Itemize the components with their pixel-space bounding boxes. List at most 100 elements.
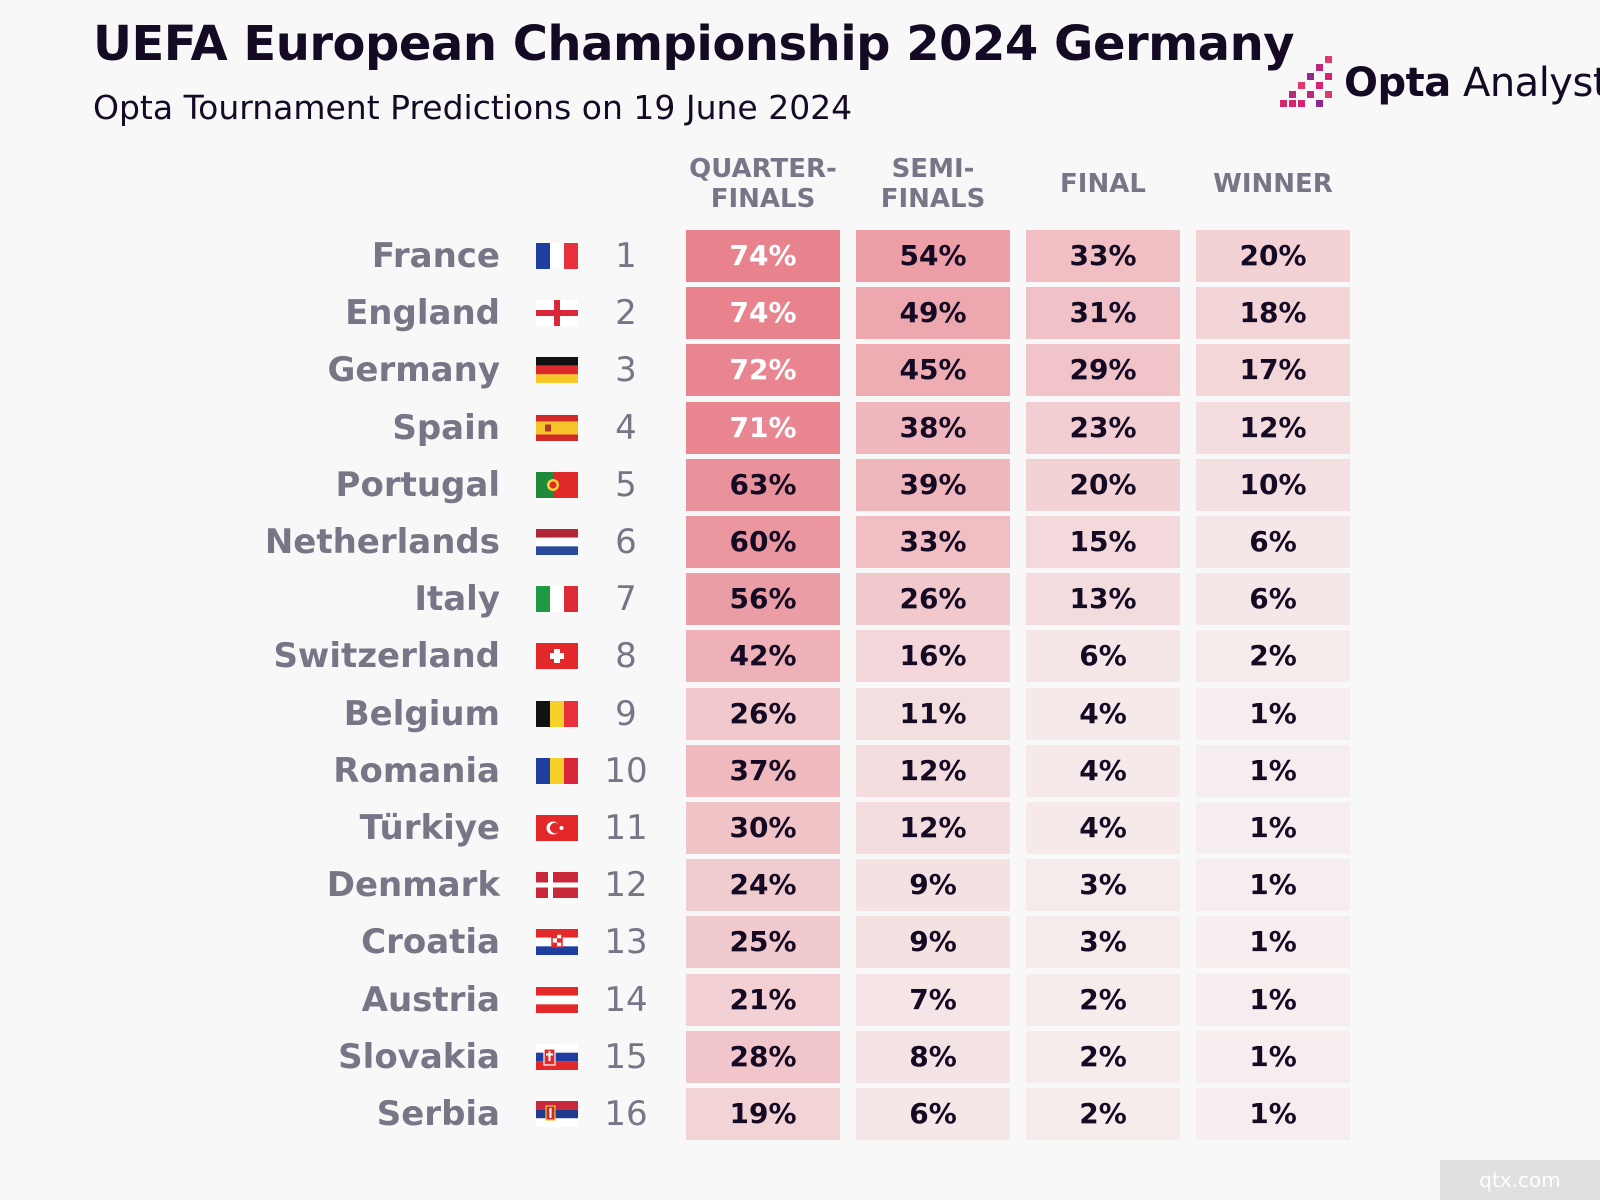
cell-final: 23% bbox=[1026, 401, 1180, 454]
flag-spain-icon bbox=[536, 414, 578, 441]
brand-name-light: Analyst bbox=[1450, 60, 1600, 106]
cell-winner: 12% bbox=[1196, 401, 1350, 454]
table-row: Slovakia 15 28% 8% 2% 1% bbox=[0, 1030, 1600, 1083]
team-rank: 4 bbox=[615, 407, 637, 448]
team-rank: 16 bbox=[604, 1094, 648, 1134]
cell-sf: 38% bbox=[856, 401, 1010, 454]
cell-winner: 17% bbox=[1196, 344, 1350, 397]
opta-analyst-logo-icon bbox=[1280, 56, 1332, 107]
cell-winner: 20% bbox=[1196, 230, 1350, 282]
cell-final: 2% bbox=[1026, 1088, 1180, 1140]
table-row: Denmark 12 24% 9% 3% 1% bbox=[0, 859, 1600, 912]
team-name: Serbia bbox=[376, 1094, 500, 1134]
team-name: France bbox=[371, 236, 500, 276]
cell-sf: 9% bbox=[856, 916, 1010, 969]
team-rank: 12 bbox=[604, 865, 648, 906]
flag-belgium-icon bbox=[536, 700, 578, 727]
cell-winner: 1% bbox=[1196, 1088, 1350, 1140]
cell-winner: 6% bbox=[1196, 516, 1350, 568]
team-rank: 15 bbox=[604, 1036, 648, 1077]
flag-portugal-icon bbox=[536, 471, 578, 498]
flag-austria-icon bbox=[536, 986, 578, 1013]
table-row: Belgium 9 26% 11% 4% 1% bbox=[0, 687, 1600, 740]
cell-qf: 42% bbox=[686, 630, 840, 683]
cell-qf: 19% bbox=[686, 1088, 840, 1140]
cell-final: 6% bbox=[1026, 630, 1180, 683]
team-rank: 9 bbox=[615, 693, 637, 734]
cell-qf: 26% bbox=[686, 687, 840, 740]
table-row: Romania 10 37% 12% 4% 1% bbox=[0, 744, 1600, 797]
opta-analyst-logo: Opta Analyst bbox=[1280, 56, 1600, 110]
cell-winner: 1% bbox=[1196, 744, 1350, 797]
table-row: Croatia 13 25% 9% 3% 1% bbox=[0, 916, 1600, 969]
cell-final: 3% bbox=[1026, 859, 1180, 912]
flag-slovakia-icon bbox=[536, 1043, 578, 1070]
table-row: Serbia 16 19% 6% 2% 1% bbox=[0, 1088, 1600, 1140]
cell-sf: 49% bbox=[856, 287, 1010, 340]
cell-winner: 1% bbox=[1196, 687, 1350, 740]
table-row: Netherlands 6 60% 33% 15% 6% bbox=[0, 516, 1600, 568]
cell-sf: 12% bbox=[856, 802, 1010, 854]
flag-serbia-icon bbox=[536, 1101, 578, 1127]
table-row: Spain 4 71% 38% 23% 12% bbox=[0, 401, 1600, 454]
team-rank: 3 bbox=[615, 350, 637, 391]
cell-final: 33% bbox=[1026, 230, 1180, 282]
team-rank: 1 bbox=[615, 236, 637, 276]
flag-netherlands-icon bbox=[536, 529, 578, 555]
cell-final: 13% bbox=[1026, 573, 1180, 626]
watermark: qtx.com bbox=[1440, 1160, 1600, 1200]
team-rank: 5 bbox=[615, 464, 637, 505]
team-rank: 14 bbox=[604, 979, 648, 1020]
team-rank: 8 bbox=[615, 636, 637, 677]
cell-qf: 28% bbox=[686, 1030, 840, 1083]
cell-qf: 74% bbox=[686, 287, 840, 340]
team-name: Italy bbox=[414, 579, 500, 620]
cell-final: 3% bbox=[1026, 916, 1180, 969]
cell-qf: 30% bbox=[686, 802, 840, 854]
cell-winner: 1% bbox=[1196, 973, 1350, 1026]
cell-final: 4% bbox=[1026, 687, 1180, 740]
team-name: Croatia bbox=[361, 922, 500, 963]
team-name: Romania bbox=[333, 750, 500, 791]
column-header-qf: QUARTER- FINALS bbox=[689, 154, 837, 214]
cell-qf: 56% bbox=[686, 573, 840, 626]
cell-final: 4% bbox=[1026, 744, 1180, 797]
table-row: Türkiye 11 30% 12% 4% 1% bbox=[0, 802, 1600, 854]
chart-title: UEFA European Championship 2024 Germany bbox=[93, 16, 1295, 72]
cell-qf: 25% bbox=[686, 916, 840, 969]
cell-winner: 2% bbox=[1196, 630, 1350, 683]
cell-sf: 7% bbox=[856, 973, 1010, 1026]
cell-sf: 39% bbox=[856, 458, 1010, 511]
opta-analyst-wordmark: Opta Analyst bbox=[1344, 60, 1600, 106]
team-rank: 7 bbox=[615, 579, 637, 620]
cell-qf: 37% bbox=[686, 744, 840, 797]
team-name: Türkiye bbox=[359, 808, 500, 848]
team-rank: 13 bbox=[604, 922, 648, 963]
table-row: Germany 3 72% 45% 29% 17% bbox=[0, 344, 1600, 397]
cell-qf: 72% bbox=[686, 344, 840, 397]
cell-final: 2% bbox=[1026, 1030, 1180, 1083]
flag-romania-icon bbox=[536, 757, 578, 784]
flag-turkiye-icon bbox=[536, 815, 578, 841]
team-name: Spain bbox=[392, 407, 500, 448]
cell-final: 20% bbox=[1026, 458, 1180, 511]
cell-qf: 21% bbox=[686, 973, 840, 1026]
team-name: Netherlands bbox=[264, 522, 500, 562]
team-rank: 11 bbox=[604, 808, 648, 848]
cell-qf: 71% bbox=[686, 401, 840, 454]
cell-sf: 6% bbox=[856, 1088, 1010, 1140]
chart-subtitle: Opta Tournament Predictions on 19 June 2… bbox=[93, 88, 853, 127]
team-name: England bbox=[345, 293, 500, 334]
cell-sf: 9% bbox=[856, 859, 1010, 912]
cell-winner: 1% bbox=[1196, 802, 1350, 854]
flag-italy-icon bbox=[536, 586, 578, 613]
team-name: Germany bbox=[327, 350, 500, 391]
team-rank: 2 bbox=[615, 293, 637, 334]
cell-sf: 33% bbox=[856, 516, 1010, 568]
column-header-final: FINAL bbox=[1060, 169, 1146, 199]
team-name: Austria bbox=[361, 979, 500, 1020]
cell-winner: 1% bbox=[1196, 1030, 1350, 1083]
cell-final: 4% bbox=[1026, 802, 1180, 854]
team-name: Switzerland bbox=[273, 636, 500, 677]
cell-final: 15% bbox=[1026, 516, 1180, 568]
